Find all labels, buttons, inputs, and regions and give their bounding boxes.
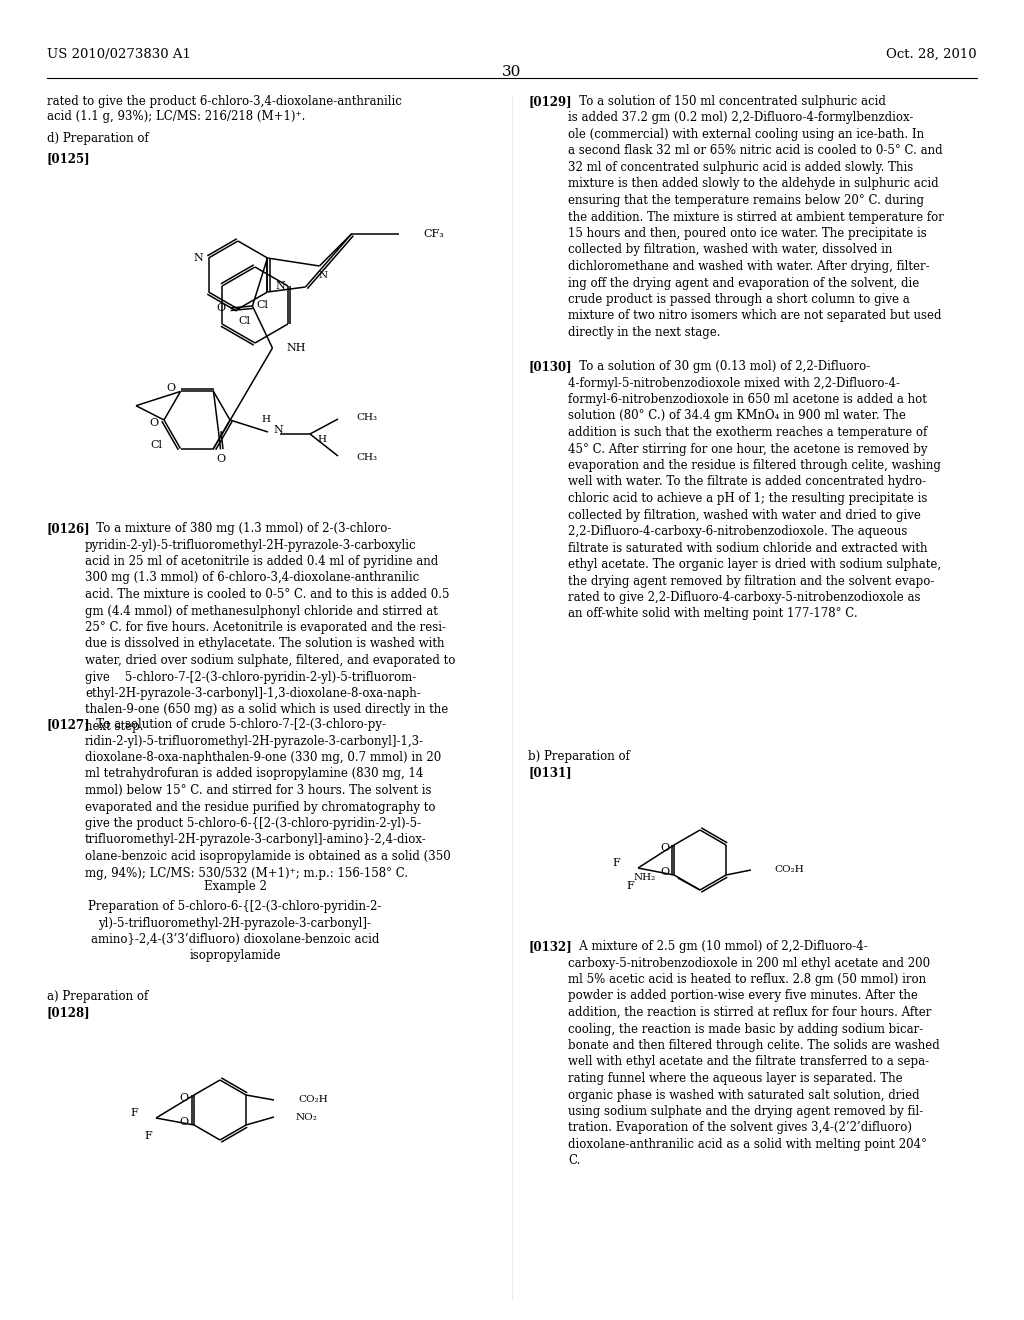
Text: A mixture of 2.5 gm (10 mmol) of 2,2-Difluoro-4-
carboxy-5-nitrobenzodioxole in : A mixture of 2.5 gm (10 mmol) of 2,2-Dif… xyxy=(568,940,940,1167)
Text: Preparation of 5-chloro-6-{[2-(3-chloro-pyridin-2-
yl)-5-trifluoromethyl-2H-pyra: Preparation of 5-chloro-6-{[2-(3-chloro-… xyxy=(88,900,382,962)
Text: To a solution of crude 5-chloro-7-[2-(3-chloro-py-
ridin-2-yl)-5-trifluoromethyl: To a solution of crude 5-chloro-7-[2-(3-… xyxy=(85,718,451,879)
Text: [0128]: [0128] xyxy=(47,1006,91,1019)
Text: [0130]: [0130] xyxy=(528,360,571,374)
Text: d) Preparation of: d) Preparation of xyxy=(47,132,148,145)
Text: F: F xyxy=(130,1107,138,1118)
Text: F: F xyxy=(626,880,634,891)
Text: [0129]: [0129] xyxy=(528,95,571,108)
Text: To a mixture of 380 mg (1.3 mmol) of 2-(3-chloro-
pyridin-2-yl)-5-trifluoromethy: To a mixture of 380 mg (1.3 mmol) of 2-(… xyxy=(85,521,456,733)
Text: To a solution of 30 gm (0.13 mol) of 2,2-Difluoro-
4-formyl-5-nitrobenzodioxole : To a solution of 30 gm (0.13 mol) of 2,2… xyxy=(568,360,941,620)
Text: NH₂: NH₂ xyxy=(634,874,656,883)
Text: H: H xyxy=(317,436,327,445)
Text: To a solution of 150 ml concentrated sulphuric acid
is added 37.2 gm (0.2 mol) 2: To a solution of 150 ml concentrated sul… xyxy=(568,95,944,339)
Text: CF₃: CF₃ xyxy=(424,228,444,239)
Text: O: O xyxy=(659,867,669,876)
Text: Example 2: Example 2 xyxy=(204,880,266,894)
Text: [0132]: [0132] xyxy=(528,940,571,953)
Text: b) Preparation of: b) Preparation of xyxy=(528,750,630,763)
Text: CH₃: CH₃ xyxy=(356,454,377,462)
Text: Oct. 28, 2010: Oct. 28, 2010 xyxy=(887,48,977,61)
Text: O: O xyxy=(659,843,669,853)
Text: [0125]: [0125] xyxy=(47,152,91,165)
Text: O: O xyxy=(179,1093,188,1104)
Text: H: H xyxy=(261,416,270,425)
Text: [0126]: [0126] xyxy=(47,521,91,535)
Text: Cl: Cl xyxy=(239,315,250,326)
Text: US 2010/0273830 A1: US 2010/0273830 A1 xyxy=(47,48,190,61)
Text: O: O xyxy=(216,304,225,313)
Text: F: F xyxy=(144,1131,152,1140)
Text: O: O xyxy=(216,454,225,465)
Text: F: F xyxy=(612,858,620,869)
Text: a) Preparation of: a) Preparation of xyxy=(47,990,148,1003)
Text: [0127]: [0127] xyxy=(47,718,91,731)
Text: [0131]: [0131] xyxy=(528,766,571,779)
Text: CH₃: CH₃ xyxy=(356,412,377,421)
Text: Cl: Cl xyxy=(151,440,163,450)
Text: 30: 30 xyxy=(503,65,521,79)
Text: CO₂H: CO₂H xyxy=(298,1096,328,1105)
Text: O: O xyxy=(150,418,159,428)
Text: NH: NH xyxy=(287,343,306,352)
Text: N: N xyxy=(273,425,283,436)
Text: O: O xyxy=(166,383,175,393)
Text: CO₂H: CO₂H xyxy=(774,866,804,874)
Text: NO₂: NO₂ xyxy=(296,1113,317,1122)
Text: O: O xyxy=(179,1117,188,1127)
Text: N: N xyxy=(318,272,328,281)
Text: Cl: Cl xyxy=(256,300,268,310)
Text: rated to give the product 6-chloro-3,4-dioxolane-anthranilic
acid (1.1 g, 93%); : rated to give the product 6-chloro-3,4-d… xyxy=(47,95,401,123)
Text: N: N xyxy=(194,253,204,263)
Text: N: N xyxy=(275,281,285,290)
